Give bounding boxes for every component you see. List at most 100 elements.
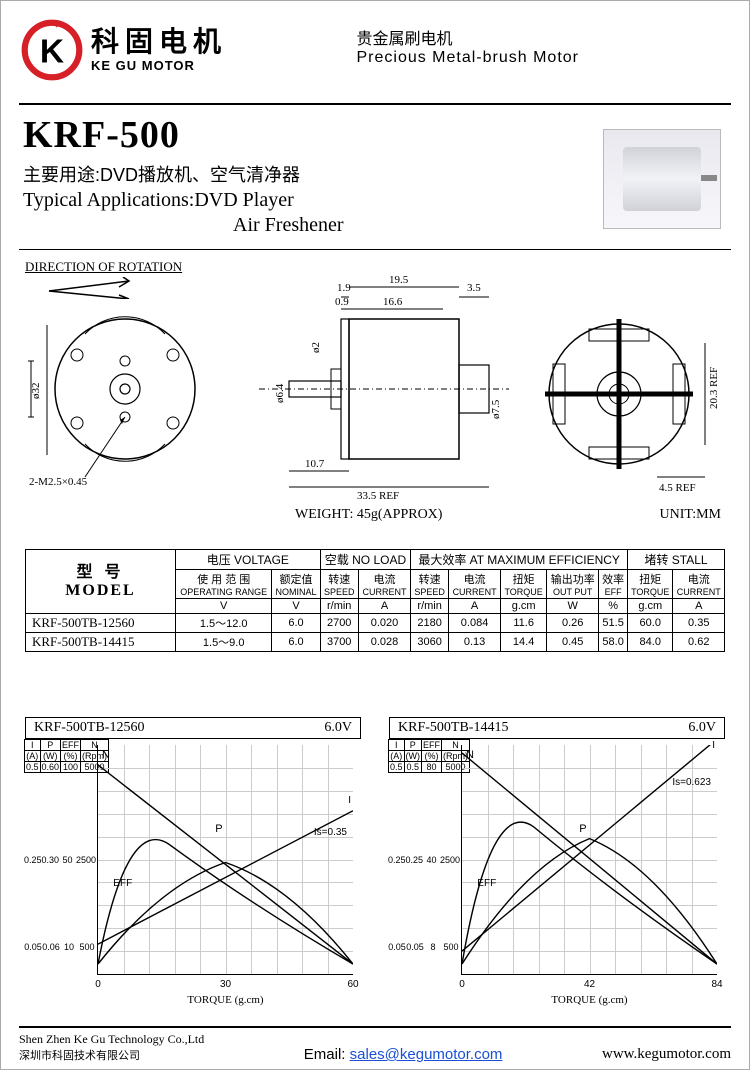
weight-label: WEIGHT: 45g(APPROX) (295, 507, 442, 523)
curve-label-p: P (215, 823, 222, 835)
x-tick: 84 (711, 979, 722, 990)
data-cell: 14.4 (501, 633, 547, 652)
subhdr: 转速SPEED (411, 570, 449, 599)
data-cell: 0.084 (449, 614, 501, 633)
dim-outer: ø32 (30, 383, 42, 400)
unit-cell: r/min (320, 599, 358, 614)
y-legend: IPEFFN(A)(W)(%)(Rpm)0.50.5805000 (388, 739, 460, 773)
curve-label-p: P (579, 823, 586, 835)
drawing-rear-view: 20.3 REF 4.5 REF (529, 299, 729, 499)
x-tick: 30 (220, 979, 231, 990)
email-link[interactable]: sales@kegumotor.com (350, 1046, 503, 1063)
data-cell: 0.35 (673, 614, 725, 633)
data-cell: 2700 (320, 614, 358, 633)
grp-voltage: 电压 VOLTAGE (176, 550, 321, 570)
title-block: KRF-500 主要用途:DVD播放机、空气清净器 Typical Applic… (23, 113, 344, 237)
unit-cell: W (547, 599, 599, 614)
y-legend: IPEFFN(A)(W)(%)(Rpm)0.50.601005000 (24, 739, 96, 773)
divider-mid (19, 249, 731, 250)
category-cn: 贵金属刷电机 (356, 25, 579, 49)
x-axis-label: TORQUE (g.cm) (187, 994, 263, 1006)
chart-plot: IPEFFN(A)(W)(%)(Rpm)0.50.6010050000.250.… (97, 745, 353, 975)
is-label: Is=0.35 (314, 827, 347, 838)
dim-1-9: 1.9 (337, 282, 351, 294)
unit-cell: g.cm (628, 599, 673, 614)
chart-curves (98, 745, 353, 974)
grp-stall: 堵转 STALL (628, 550, 725, 570)
dim-3-5: 3.5 (467, 282, 481, 294)
company-cn: 深圳市科固技术有限公司 (19, 1047, 204, 1063)
curve-label-i: I (712, 740, 715, 751)
dim-19-5: 19.5 (389, 274, 409, 286)
motor-photo-shaft (701, 175, 717, 181)
data-cell: 0.45 (547, 633, 599, 652)
unit-cell: V (176, 599, 272, 614)
motor-photo (603, 129, 721, 229)
model-title: KRF-500 (23, 113, 344, 157)
y-tick-mid: 0.250.25402500 (388, 855, 460, 865)
dim-16-6: 16.6 (383, 296, 403, 308)
subhdr: 电流CURRENT (358, 570, 411, 599)
x-tick: 60 (347, 979, 358, 990)
chart-12560: KRF-500TB-125606.0VIPEFFN(A)(W)(%)(Rpm)0… (25, 717, 361, 1007)
x-tick: 0 (95, 979, 101, 990)
subhdr: 额定值NOMINAL (272, 570, 320, 599)
y-tick-low: 0.050.058500 (388, 942, 460, 952)
curve-label-e: EFF (477, 878, 496, 889)
subhdr: 电流CURRENT (449, 570, 501, 599)
unit-cell: A (358, 599, 411, 614)
unit-cell: A (449, 599, 501, 614)
data-cell: 1.5～9.0 (176, 633, 272, 652)
drawing-front-view: 22.0 ø32 2-M2.5×0.45 (25, 299, 225, 489)
x-tick: 42 (584, 979, 595, 990)
model-cell: KRF-500TB-14415 (26, 633, 176, 652)
curve-label-i: I (348, 795, 351, 806)
unit-cell: r/min (411, 599, 449, 614)
performance-charts: KRF-500TB-125606.0VIPEFFN(A)(W)(%)(Rpm)0… (25, 717, 725, 1007)
chart-title: KRF-500TB-144156.0V (389, 717, 725, 739)
data-cell: 2180 (411, 614, 449, 633)
curve-label-n: N (102, 749, 110, 761)
grp-noload: 空载 NO LOAD (320, 550, 411, 570)
data-cell: 3700 (320, 633, 358, 652)
dim-shaft: ø2 (310, 342, 322, 353)
engineering-drawings: DIRECTION OF ROTATION 22.0 ø32 2-M2.5×0.… (19, 259, 731, 519)
company-en: Shen Zhen Ke Gu Technology Co.,Ltd (19, 1032, 204, 1047)
unit-label: UNIT:MM (659, 507, 721, 523)
subhdr: 扭矩TORQUE (628, 570, 673, 599)
is-label: Is=0.623 (672, 777, 711, 788)
header: K 科固电机 KE GU MOTOR 贵金属刷电机 Precious Metal… (21, 19, 729, 99)
subhdr: 电流CURRENT (673, 570, 725, 599)
website[interactable]: www.kegumotor.com (602, 1046, 731, 1063)
data-cell: 0.020 (358, 614, 411, 633)
subhdr: 效率EFF (599, 570, 628, 599)
data-cell: 3060 (411, 633, 449, 652)
data-cell: 0.028 (358, 633, 411, 652)
data-cell: 84.0 (628, 633, 673, 652)
dim-10-7: 10.7 (305, 458, 325, 470)
spec-table: 型 号MODEL电压 VOLTAGE空载 NO LOAD最大效率 AT MAXI… (25, 549, 725, 652)
email-line: Email: sales@kegumotor.com (304, 1046, 503, 1063)
unit-cell: % (599, 599, 628, 614)
dim-33-5: 33.5 REF (357, 490, 399, 499)
svg-text:K: K (40, 33, 64, 70)
motor-photo-body (623, 147, 701, 211)
unit-cell: V (272, 599, 320, 614)
data-cell: 6.0 (272, 614, 320, 633)
subhdr: 输出功率OUT PUT (547, 570, 599, 599)
company-block: Shen Zhen Ke Gu Technology Co.,Ltd 深圳市科固… (19, 1032, 204, 1063)
subhdr: 转速SPEED (320, 570, 358, 599)
category-en: Precious Metal-brush Motor (356, 49, 579, 67)
data-cell: 58.0 (599, 633, 628, 652)
data-cell: 0.13 (449, 633, 501, 652)
data-cell: 0.26 (547, 614, 599, 633)
apps-en1: Typical Applications:DVD Player (23, 189, 344, 212)
model-header: 型 号MODEL (26, 550, 176, 614)
rotation-arrow-icon (39, 277, 139, 299)
dim-rear-bore: ø7.5 (490, 399, 502, 419)
model-cell: KRF-500TB-12560 (26, 614, 176, 633)
dim-bore: ø6.4 (274, 383, 286, 403)
product-category: 贵金属刷电机 Precious Metal-brush Motor (356, 25, 579, 67)
dim-0-9: 0.9 (335, 296, 349, 308)
logo-icon: K (21, 19, 83, 81)
